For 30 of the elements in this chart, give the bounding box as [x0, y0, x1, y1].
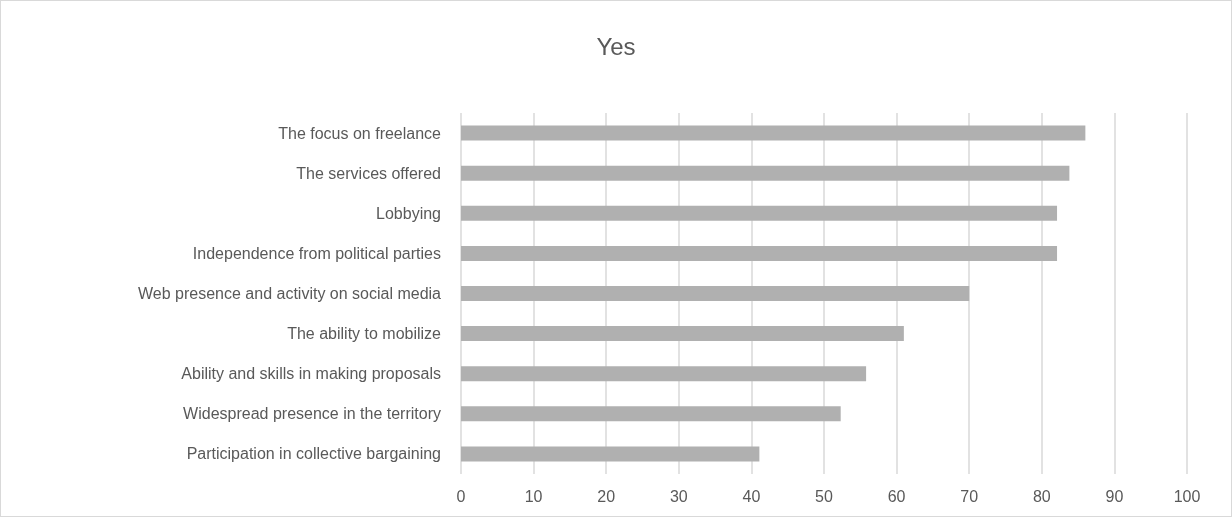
y-tick-label: Independence from political parties [192, 244, 441, 262]
x-tick-label: 50 [815, 487, 833, 505]
x-tick-label: 30 [669, 487, 688, 505]
x-tick-label: 10 [524, 487, 543, 505]
bar [461, 406, 841, 422]
x-tick-label: 70 [960, 487, 979, 505]
bar [461, 446, 760, 462]
bar [461, 366, 867, 382]
x-tick-label: 20 [597, 487, 616, 505]
x-tick-label: 40 [742, 487, 761, 505]
x-tick-label: 0 [456, 487, 466, 505]
y-tick-label: Widespread presence in the territory [183, 405, 441, 423]
bar [461, 205, 1058, 221]
y-tick-label: The focus on freelance [278, 124, 442, 142]
y-tick-label: Ability and skills in making proposals [181, 365, 441, 383]
x-tick-label: 90 [1105, 487, 1124, 505]
chart-title: Yes [596, 32, 636, 60]
bar [461, 326, 904, 342]
x-tick-label: 100 [1173, 487, 1201, 505]
y-tick-label: Lobbying [376, 204, 441, 222]
x-tick-label: 80 [1032, 487, 1051, 505]
x-tick-label: 60 [887, 487, 906, 505]
y-tick-label: Participation in collective bargaining [186, 445, 441, 463]
y-tick-label: The ability to mobilize [287, 325, 442, 343]
y-tick-label: The services offered [296, 164, 441, 182]
bar [461, 165, 1070, 181]
bar [461, 286, 970, 301]
bar [461, 125, 1086, 141]
bar [461, 245, 1058, 261]
y-tick-label: Web presence and activity on social media [138, 285, 442, 302]
